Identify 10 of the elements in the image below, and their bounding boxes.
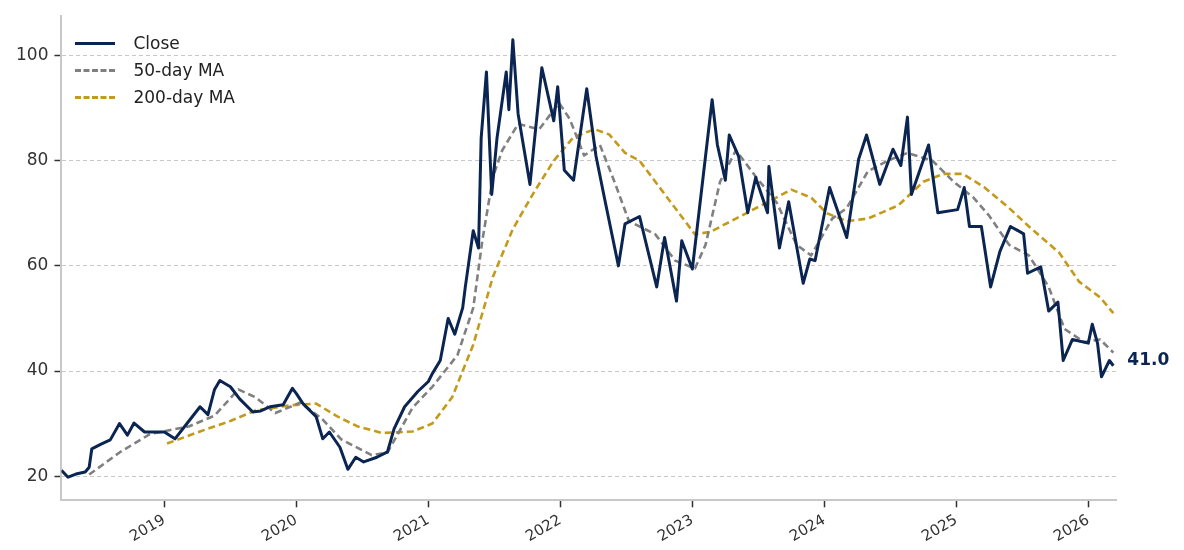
- legend-label: 50-day MA: [133, 59, 225, 83]
- annotation: 41.0: [1127, 349, 1170, 370]
- line-series: [165, 127, 1115, 445]
- y-tick-label: 20: [26, 464, 49, 485]
- y-tick-label: 40: [26, 359, 49, 380]
- y-tick-label: 80: [26, 149, 49, 170]
- legend-label: 200-day MA: [133, 86, 235, 110]
- y-tick-label: 100: [15, 44, 49, 65]
- y-tick-label: 60: [26, 254, 49, 275]
- legend-label: Close: [133, 32, 180, 56]
